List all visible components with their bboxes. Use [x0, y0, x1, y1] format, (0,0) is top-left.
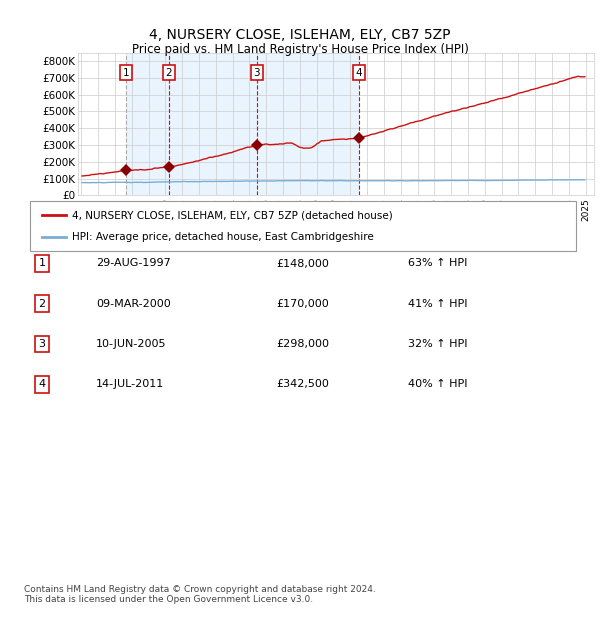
Text: 63% ↑ HPI: 63% ↑ HPI	[408, 259, 467, 268]
Text: 40% ↑ HPI: 40% ↑ HPI	[408, 379, 467, 389]
Text: 4: 4	[356, 68, 362, 78]
Text: 1: 1	[123, 68, 130, 78]
Text: Contains HM Land Registry data © Crown copyright and database right 2024.
This d: Contains HM Land Registry data © Crown c…	[24, 585, 376, 604]
Text: HPI: Average price, detached house, East Cambridgeshire: HPI: Average price, detached house, East…	[72, 232, 374, 242]
Text: 2: 2	[38, 299, 46, 309]
Text: 2: 2	[165, 68, 172, 78]
Text: 1: 1	[38, 259, 46, 268]
Text: 09-MAR-2000: 09-MAR-2000	[96, 299, 171, 309]
Bar	[257, 53, 359, 195]
Text: 4: 4	[38, 379, 46, 389]
Text: £298,000: £298,000	[276, 339, 329, 349]
Text: Price paid vs. HM Land Registry's House Price Index (HPI): Price paid vs. HM Land Registry's House …	[131, 43, 469, 56]
Text: £148,000: £148,000	[276, 259, 329, 268]
Text: 14-JUL-2011: 14-JUL-2011	[96, 379, 164, 389]
Text: 29-AUG-1997: 29-AUG-1997	[96, 259, 171, 268]
Text: 10-JUN-2005: 10-JUN-2005	[96, 339, 167, 349]
Text: 4, NURSERY CLOSE, ISLEHAM, ELY, CB7 5ZP: 4, NURSERY CLOSE, ISLEHAM, ELY, CB7 5ZP	[149, 28, 451, 42]
Text: 3: 3	[254, 68, 260, 78]
Text: 4, NURSERY CLOSE, ISLEHAM, ELY, CB7 5ZP (detached house): 4, NURSERY CLOSE, ISLEHAM, ELY, CB7 5ZP …	[72, 210, 393, 220]
Text: 32% ↑ HPI: 32% ↑ HPI	[408, 339, 467, 349]
Bar	[169, 53, 257, 195]
Bar	[126, 53, 169, 195]
Text: 3: 3	[38, 339, 46, 349]
Text: £342,500: £342,500	[276, 379, 329, 389]
Text: £170,000: £170,000	[276, 299, 329, 309]
Text: 41% ↑ HPI: 41% ↑ HPI	[408, 299, 467, 309]
